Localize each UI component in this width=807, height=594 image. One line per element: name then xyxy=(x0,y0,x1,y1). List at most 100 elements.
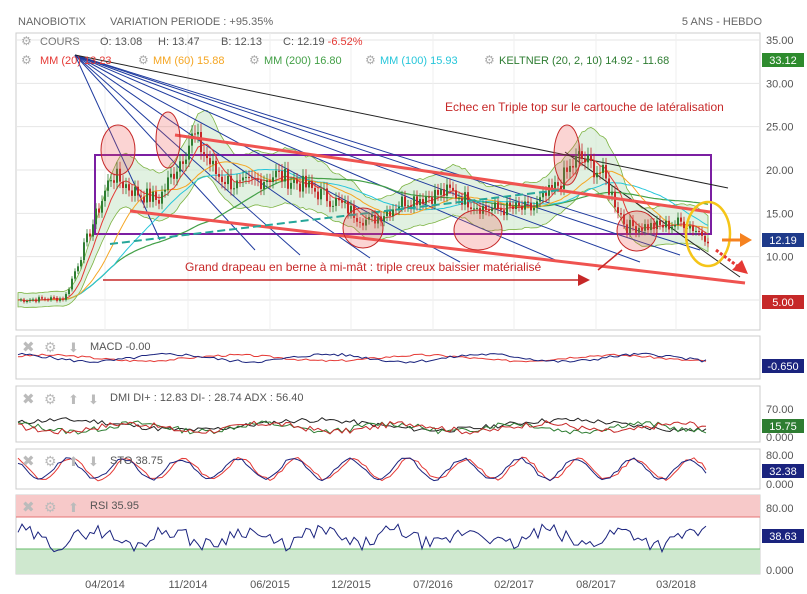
orange-arrow-head xyxy=(740,233,752,247)
candle-body xyxy=(365,219,367,226)
candle-body xyxy=(695,230,697,232)
focus-ellipse xyxy=(684,200,732,268)
candle-body xyxy=(587,155,589,163)
candle-body xyxy=(167,177,169,190)
candle-body xyxy=(332,205,334,207)
candle-body xyxy=(122,181,124,188)
candle-body xyxy=(698,230,700,232)
x-tick-label: 12/2015 xyxy=(331,579,371,591)
macd-down-icon[interactable]: ⬇ xyxy=(68,340,79,355)
candle-body xyxy=(650,222,652,231)
candle-body xyxy=(683,221,685,229)
dmi-down-icon[interactable]: ⬇ xyxy=(88,392,99,407)
candle-body xyxy=(446,184,448,196)
sto-gear-icon[interactable]: ⚙ xyxy=(44,453,57,469)
candle-body xyxy=(131,190,133,196)
candle-body xyxy=(218,173,220,177)
candle-body xyxy=(449,184,451,188)
ohlc-row: ⚙ COURS O: 13.08 H: 13.47 B: 12.13 C: 12… xyxy=(21,34,363,48)
candle-body xyxy=(428,196,430,198)
candle-body xyxy=(680,217,682,222)
rsi-close-icon[interactable]: ✖ xyxy=(22,499,35,516)
candle-body xyxy=(665,220,667,228)
candle-body xyxy=(575,155,577,168)
candle-body xyxy=(71,278,73,290)
candle-body xyxy=(80,260,82,267)
candle-body xyxy=(632,219,634,227)
candle-body xyxy=(128,184,130,191)
candle-body xyxy=(107,180,109,191)
candle-body xyxy=(251,177,253,179)
candle-body xyxy=(554,182,556,189)
candle-body xyxy=(326,188,328,202)
channel-bottom-line xyxy=(129,209,746,285)
candle-body xyxy=(617,207,619,214)
candle-body xyxy=(53,297,55,299)
candle-body xyxy=(413,196,415,208)
candle-body xyxy=(599,172,601,174)
candle-body xyxy=(287,168,289,189)
candle-body xyxy=(596,172,598,178)
sto-down-icon[interactable]: ⬇ xyxy=(88,454,99,469)
candle-body xyxy=(455,190,457,199)
candle-body xyxy=(551,184,553,189)
candle-body xyxy=(692,225,694,232)
rsi-up-icon[interactable]: ⬆ xyxy=(68,500,79,515)
cours-label: COURS xyxy=(40,36,80,48)
candle-body xyxy=(530,202,532,211)
candle-body xyxy=(83,242,85,261)
candle-body xyxy=(275,170,277,178)
candle-body xyxy=(506,202,508,216)
candle-body xyxy=(476,207,478,209)
macd-close-icon[interactable]: ✖ xyxy=(22,339,35,356)
fan-line xyxy=(74,54,256,251)
candle-body xyxy=(296,179,298,184)
candle-body xyxy=(662,224,664,228)
candle-body xyxy=(491,208,493,211)
settings-gear-icon[interactable]: ⚙ xyxy=(21,34,32,48)
candle-body xyxy=(623,214,625,225)
mm100-line xyxy=(17,168,709,302)
mm20-legend: MM (20) 13.23 xyxy=(40,55,112,67)
candle-body xyxy=(635,226,637,233)
dmi-gear-icon[interactable]: ⚙ xyxy=(44,391,57,407)
candle-body xyxy=(611,191,613,195)
fan-line xyxy=(74,54,701,251)
candle-body xyxy=(86,233,88,243)
candle-body xyxy=(20,299,22,301)
candle-body xyxy=(281,170,283,182)
variation-label: VARIATION PERIODE : +95.35% xyxy=(110,16,273,28)
candle-body xyxy=(236,180,238,189)
dmi-up-icon[interactable]: ⬆ xyxy=(68,392,79,407)
candle-body xyxy=(500,208,502,211)
sto-close-icon[interactable]: ✖ xyxy=(22,453,35,470)
pattern-ellipse xyxy=(155,111,181,169)
candle-body xyxy=(494,202,496,209)
candle-body xyxy=(320,188,322,200)
candle-body xyxy=(437,190,439,195)
candle-body xyxy=(182,161,184,164)
svg-text:12.19: 12.19 xyxy=(769,235,797,247)
macd-gear-icon[interactable]: ⚙ xyxy=(44,339,57,355)
candle-body xyxy=(629,219,631,234)
candle-body xyxy=(398,206,400,210)
candle-body xyxy=(227,175,229,185)
rsi-gear-icon[interactable]: ⚙ xyxy=(44,499,57,515)
candle-body xyxy=(152,191,154,202)
candle-body xyxy=(329,201,331,207)
candle-body xyxy=(290,182,292,189)
candle-body xyxy=(137,186,139,196)
candle-body xyxy=(560,185,562,190)
x-axis: 04/2014 11/2014 06/2015 12/2015 07/2016 02/20… xyxy=(85,579,696,591)
candle-body xyxy=(602,164,604,173)
sto-up-icon[interactable]: ⬆ xyxy=(68,454,79,469)
indicator-gear-icon[interactable]: ⚙ xyxy=(21,53,32,67)
red-dashed-arrow xyxy=(715,248,741,270)
candle-body xyxy=(173,173,175,179)
macd-badge: -0.650 xyxy=(767,361,798,373)
candle-body xyxy=(509,202,511,207)
dmi-close-icon[interactable]: ✖ xyxy=(22,391,35,408)
candle-body xyxy=(89,233,91,237)
y-tick-label: 30.00 xyxy=(766,78,794,90)
x-tick-label: 04/2014 xyxy=(85,579,125,591)
